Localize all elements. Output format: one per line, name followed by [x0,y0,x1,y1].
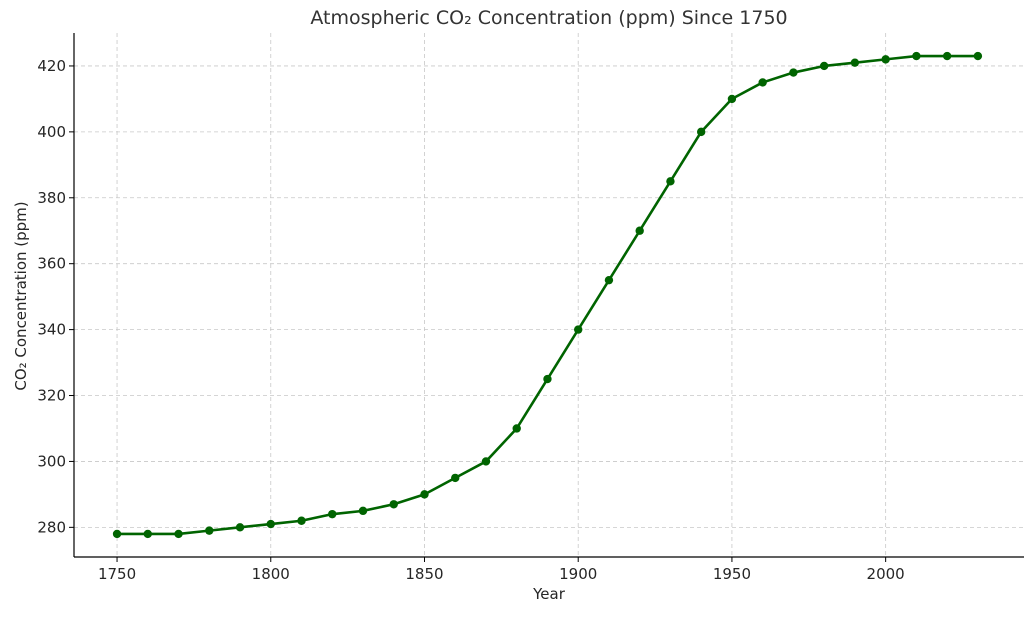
data-point [635,226,644,235]
data-point [543,374,552,384]
x-tick-label: 1900 [559,565,597,583]
data-point [297,516,306,525]
data-point [942,51,952,61]
data-point [358,506,368,516]
x-axis-label: Year [532,585,566,603]
data-point [574,325,583,334]
x-tick-label: 1750 [98,565,136,583]
y-tick-label: 360 [37,255,66,273]
y-tick-label: 420 [37,57,66,75]
data-point [973,51,983,61]
y-tick-label: 340 [37,321,66,339]
data-point [666,177,675,186]
data-point [420,490,429,499]
data-point [174,529,183,539]
data-point [389,500,398,509]
y-tick-label: 280 [37,518,66,536]
data-point [850,58,860,67]
data-point [328,509,337,519]
data-point [481,457,491,466]
data-point [143,529,152,539]
data-point [727,94,737,104]
data-point [604,275,614,285]
y-tick-label: 380 [37,189,66,207]
grid-layer [74,33,1024,557]
series-layer [112,51,983,539]
x-tick-label: 1950 [713,565,751,583]
data-point [758,78,767,87]
data-point [266,519,275,529]
data-point [235,523,245,532]
y-tick-label: 300 [37,452,66,470]
data-point [912,51,921,61]
series-line [115,54,980,536]
y-tick-label: 400 [37,123,66,141]
x-tick-label: 1850 [405,565,443,583]
data-point [451,473,460,483]
axis-layer [73,33,1024,558]
tick-layer: 1750 1800 1850 1900 1950 2000 280 300 320 340 360 3… [37,57,904,583]
data-point [696,127,706,137]
data-point [112,529,122,539]
y-axis-label: CO₂ Concentration (ppm) [12,201,30,390]
chart-title: Atmospheric CO₂ Concentration (ppm) Sinc… [310,7,787,29]
data-point [819,61,829,71]
x-tick-label: 1800 [252,565,290,583]
x-tick-label: 2000 [867,565,905,583]
data-point [512,424,521,433]
y-tick-label: 320 [37,387,66,405]
data-point [205,526,214,535]
data-point [789,68,798,77]
data-point [881,55,890,64]
